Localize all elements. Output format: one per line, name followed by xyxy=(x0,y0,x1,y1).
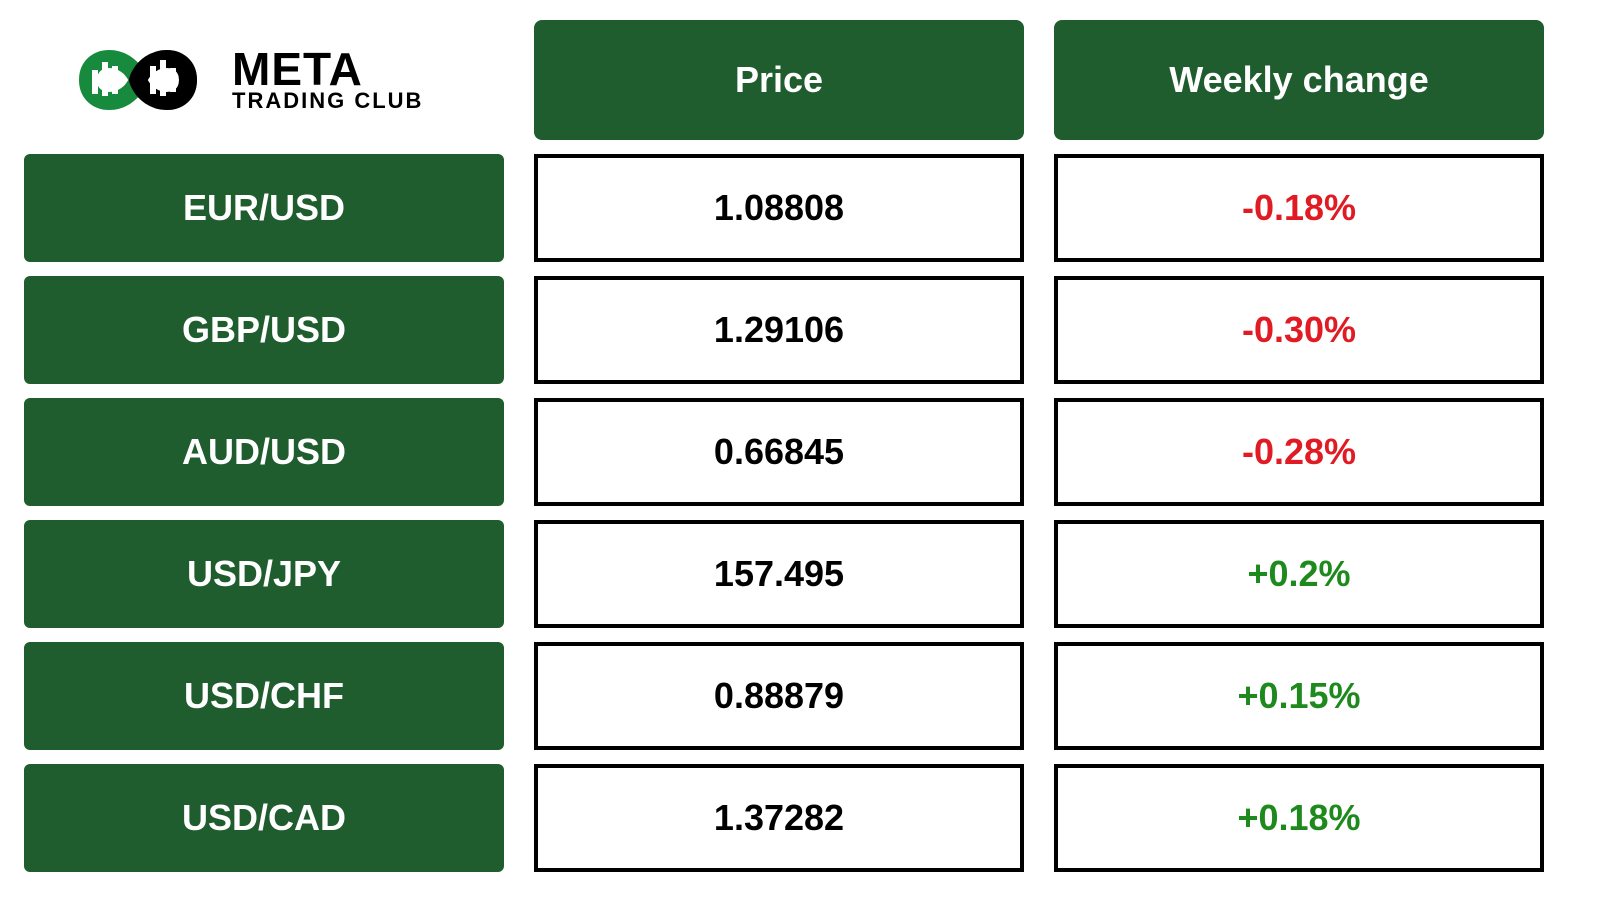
logo: META TRADING CLUB xyxy=(48,32,423,128)
forex-table: META TRADING CLUB Price Weekly change EU… xyxy=(24,20,1576,872)
change-cell: -0.28% xyxy=(1054,398,1544,506)
column-header-change: Weekly change xyxy=(1054,20,1544,140)
pair-label: USD/CAD xyxy=(24,764,504,872)
price-cell: 1.37282 xyxy=(534,764,1024,872)
logo-title: META xyxy=(232,48,423,92)
price-cell: 0.88879 xyxy=(534,642,1024,750)
pair-label: EUR/USD xyxy=(24,154,504,262)
pair-label: USD/CHF xyxy=(24,642,504,750)
logo-subtitle: TRADING CLUB xyxy=(232,91,423,112)
pair-label: USD/JPY xyxy=(24,520,504,628)
change-cell: -0.30% xyxy=(1054,276,1544,384)
change-cell: +0.15% xyxy=(1054,642,1544,750)
price-cell: 0.66845 xyxy=(534,398,1024,506)
price-cell: 157.495 xyxy=(534,520,1024,628)
pair-label: GBP/USD xyxy=(24,276,504,384)
price-cell: 1.08808 xyxy=(534,154,1024,262)
change-cell: +0.2% xyxy=(1054,520,1544,628)
logo-cell: META TRADING CLUB xyxy=(24,20,504,140)
price-cell: 1.29106 xyxy=(534,276,1024,384)
column-header-price: Price xyxy=(534,20,1024,140)
change-cell: -0.18% xyxy=(1054,154,1544,262)
logo-text: META TRADING CLUB xyxy=(232,48,423,113)
pair-label: AUD/USD xyxy=(24,398,504,506)
change-cell: +0.18% xyxy=(1054,764,1544,872)
infinity-chart-icon xyxy=(48,32,218,128)
